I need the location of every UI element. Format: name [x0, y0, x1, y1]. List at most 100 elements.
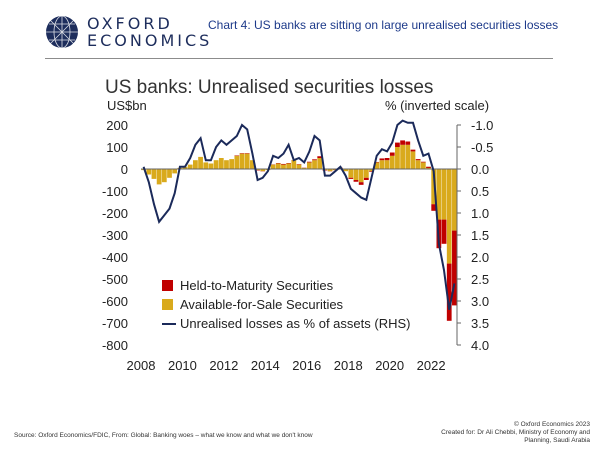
y2-tick-label--1.0: -1.0: [471, 118, 493, 133]
bar-afs-2011Q2: [208, 163, 214, 169]
legend-item-afs: Available-for-Sale Securities: [162, 295, 410, 314]
bar-afs-2016Q3: [317, 158, 323, 169]
y-tick-label--300: -300: [102, 228, 128, 243]
bar-afs-2022Q1: [431, 169, 437, 205]
bar-afs-2016Q1: [306, 162, 312, 169]
bar-group: [141, 140, 457, 321]
bar-afs-2013Q3: [255, 169, 260, 171]
legend-item-line: Unrealised losses as % of assets (RHS): [162, 314, 410, 333]
created-for-line-1: Created for: Dr Ali Chebbi, Ministry of …: [441, 429, 590, 436]
bar-afs-2020Q3: [400, 144, 405, 169]
bar-htm-2022Q1: [431, 204, 437, 211]
bar-afs-2018Q3: [358, 169, 364, 183]
legend-swatch-htm: [162, 280, 173, 291]
bar-afs-2010Q1: [182, 166, 188, 169]
y-tick-label-200: 200: [106, 118, 128, 133]
bar-htm-2016Q1: [306, 161, 312, 163]
x-tick-label-2022: 2022: [417, 358, 446, 373]
legend-label-afs: Available-for-Sale Securities: [180, 297, 344, 312]
chart-caption: Chart 4: US banks are sitting on large u…: [208, 18, 559, 32]
x-tick-label-2014: 2014: [251, 358, 280, 373]
y-tick-label-0: 0: [121, 162, 128, 177]
bar-afs-2012Q3: [234, 155, 240, 169]
bar-afs-2015Q1: [286, 163, 292, 169]
y-tick-label--200: -200: [102, 206, 128, 221]
legend-swatch-line: [162, 322, 176, 325]
bar-htm-2020Q3: [400, 140, 405, 145]
bar-afs-2015Q4: [301, 167, 307, 169]
bar-afs-2015Q2: [291, 160, 297, 169]
bar-htm-2014Q4: [281, 163, 286, 165]
globe-icon: [46, 15, 78, 49]
bar-afs-2013Q4: [260, 169, 266, 172]
y-tick-label-100: 100: [106, 140, 128, 155]
bar-htm-2018Q1: [348, 177, 354, 179]
bar-htm-2018Q2: [353, 180, 359, 182]
bar-htm-2021Q4: [426, 166, 431, 168]
y2-tick-label-1.5: 1.5: [471, 228, 489, 243]
bar-htm-2022Q3: [441, 219, 447, 244]
bar-afs-2011Q3: [213, 160, 219, 169]
bar-htm-2019Q3: [379, 158, 385, 161]
bar-afs-2021Q1: [410, 151, 416, 169]
bar-afs-2009Q2: [167, 169, 172, 178]
bar-htm-2021Q2: [415, 159, 421, 161]
legend-item-htm: Held-to-Maturity Securities: [162, 276, 410, 295]
footer-source: Source: Oxford Economics/FDIC, From: Glo…: [14, 432, 313, 439]
bar-afs-2020Q4: [405, 144, 411, 169]
bar-afs-2012Q1: [224, 160, 229, 169]
bar-afs-2014Q2: [270, 164, 276, 169]
bar-afs-2013Q2: [249, 160, 255, 169]
y2-tick-label-2.0: 2.0: [471, 250, 489, 265]
x-tick-label-2016: 2016: [292, 358, 321, 373]
legend-label-line: Unrealised losses as % of assets (RHS): [180, 316, 411, 331]
tick-labels-group: 200 100 0 -100 -200 -300 -400 -500 -600 -700 -800 -…: [102, 118, 493, 373]
bar-afs-2015Q3: [296, 164, 302, 169]
bar-afs-2008Q4: [156, 169, 162, 185]
bar-htm-2019Q4: [384, 158, 390, 161]
y-tick-label--800: -800: [102, 338, 128, 353]
bar-afs-2011Q1: [203, 162, 209, 169]
logo-line-2: ECONOMICS: [87, 31, 213, 50]
bar-htm-2016Q2: [312, 159, 317, 161]
y2-tick-label-3.0: 3.0: [471, 294, 489, 309]
y-tick-label--600: -600: [102, 294, 128, 309]
bar-afs-2010Q4: [198, 156, 203, 169]
bar-afs-2019Q3: [379, 160, 385, 169]
bar-htm-2020Q1: [389, 152, 395, 156]
bar-afs-2022Q2: [436, 169, 442, 220]
bar-afs-2021Q2: [415, 160, 421, 169]
y2-tick-label-0.5: 0.5: [471, 184, 489, 199]
bar-afs-2010Q2: [187, 164, 193, 169]
x-tick-label-2018: 2018: [334, 358, 363, 373]
bar-afs-2008Q2: [146, 169, 152, 175]
created-for-line-2: Planning, Saudi Arabia: [524, 437, 590, 444]
bar-htm-2018Q4: [363, 177, 369, 180]
y2-tick-label-0.0: 0.0: [471, 162, 489, 177]
bar-afs-2014Q3: [275, 163, 281, 169]
bar-afs-2017Q2: [332, 169, 338, 171]
series-line-rhs: [142, 119, 456, 310]
bar-afs-2021Q3: [420, 162, 426, 169]
bar-htm-2021Q1: [410, 149, 416, 152]
bar-afs-2010Q3: [193, 160, 198, 169]
bar-afs-2009Q3: [172, 169, 178, 174]
bar-afs-2017Q4: [343, 169, 349, 172]
y2-tick-label-3.5: 3.5: [471, 316, 489, 331]
bar-htm-2018Q3: [358, 182, 364, 185]
bar-afs-2019Q4: [384, 160, 390, 169]
y2-tick-label-4.0: 4.0: [471, 338, 489, 353]
y2-tick-label-2.5: 2.5: [471, 272, 489, 287]
bar-afs-2018Q2: [353, 169, 359, 180]
bar-htm-2020Q2: [395, 142, 400, 147]
oxford-economics-logo: OXFORD ECONOMICS: [45, 15, 212, 49]
legend-label-htm: Held-to-Maturity Securities: [180, 278, 334, 293]
x-tick-label-2008: 2008: [127, 358, 156, 373]
right-axis-unit: % (inverted scale): [385, 98, 490, 113]
bar-afs-2018Q4: [363, 169, 369, 178]
bar-afs-2014Q4: [281, 164, 286, 169]
bar-afs-2013Q1: [244, 153, 250, 169]
copyright-line: © Oxford Economics 2023: [514, 421, 590, 428]
bar-afs-2012Q4: [239, 153, 245, 169]
